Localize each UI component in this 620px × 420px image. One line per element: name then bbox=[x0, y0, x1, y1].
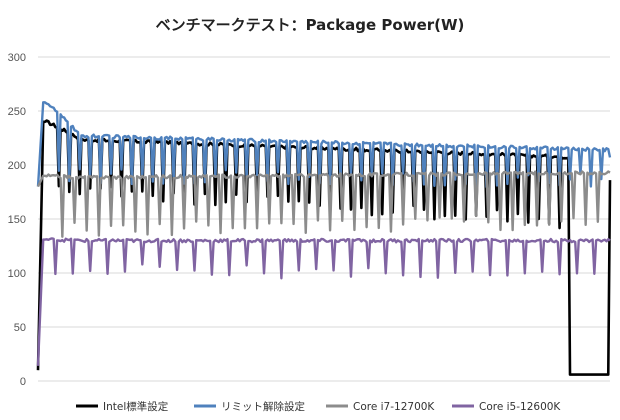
y-tick-label: 300 bbox=[8, 52, 26, 64]
series-line-1 bbox=[36, 101, 612, 189]
y-tick-label: 0 bbox=[20, 376, 26, 388]
y-tick-label: 150 bbox=[8, 214, 26, 226]
y-tick-label: 100 bbox=[8, 268, 26, 280]
legend: Intel標準設定 リミット解除設定 Core i7-12700K Core i5-1… bbox=[76, 400, 561, 413]
series-line-2 bbox=[36, 170, 611, 238]
y-tick-label: 200 bbox=[8, 160, 26, 172]
legend-label-1: リミット解除設定 bbox=[221, 400, 305, 413]
legend-label-0: Intel標準設定 bbox=[103, 400, 169, 413]
y-axis-ticks: 0 50 100 150 200 250 300 bbox=[8, 52, 26, 388]
y-tick-label: 50 bbox=[14, 322, 26, 334]
legend-label-3: Core i5-12600K bbox=[479, 401, 561, 413]
legend-label-2: Core i7-12700K bbox=[353, 401, 435, 413]
series-lines bbox=[36, 101, 612, 376]
series-line-3 bbox=[36, 237, 611, 366]
chart-title: ベンチマークテスト：Package Power(W) bbox=[156, 16, 465, 34]
y-tick-label: 250 bbox=[8, 106, 26, 118]
